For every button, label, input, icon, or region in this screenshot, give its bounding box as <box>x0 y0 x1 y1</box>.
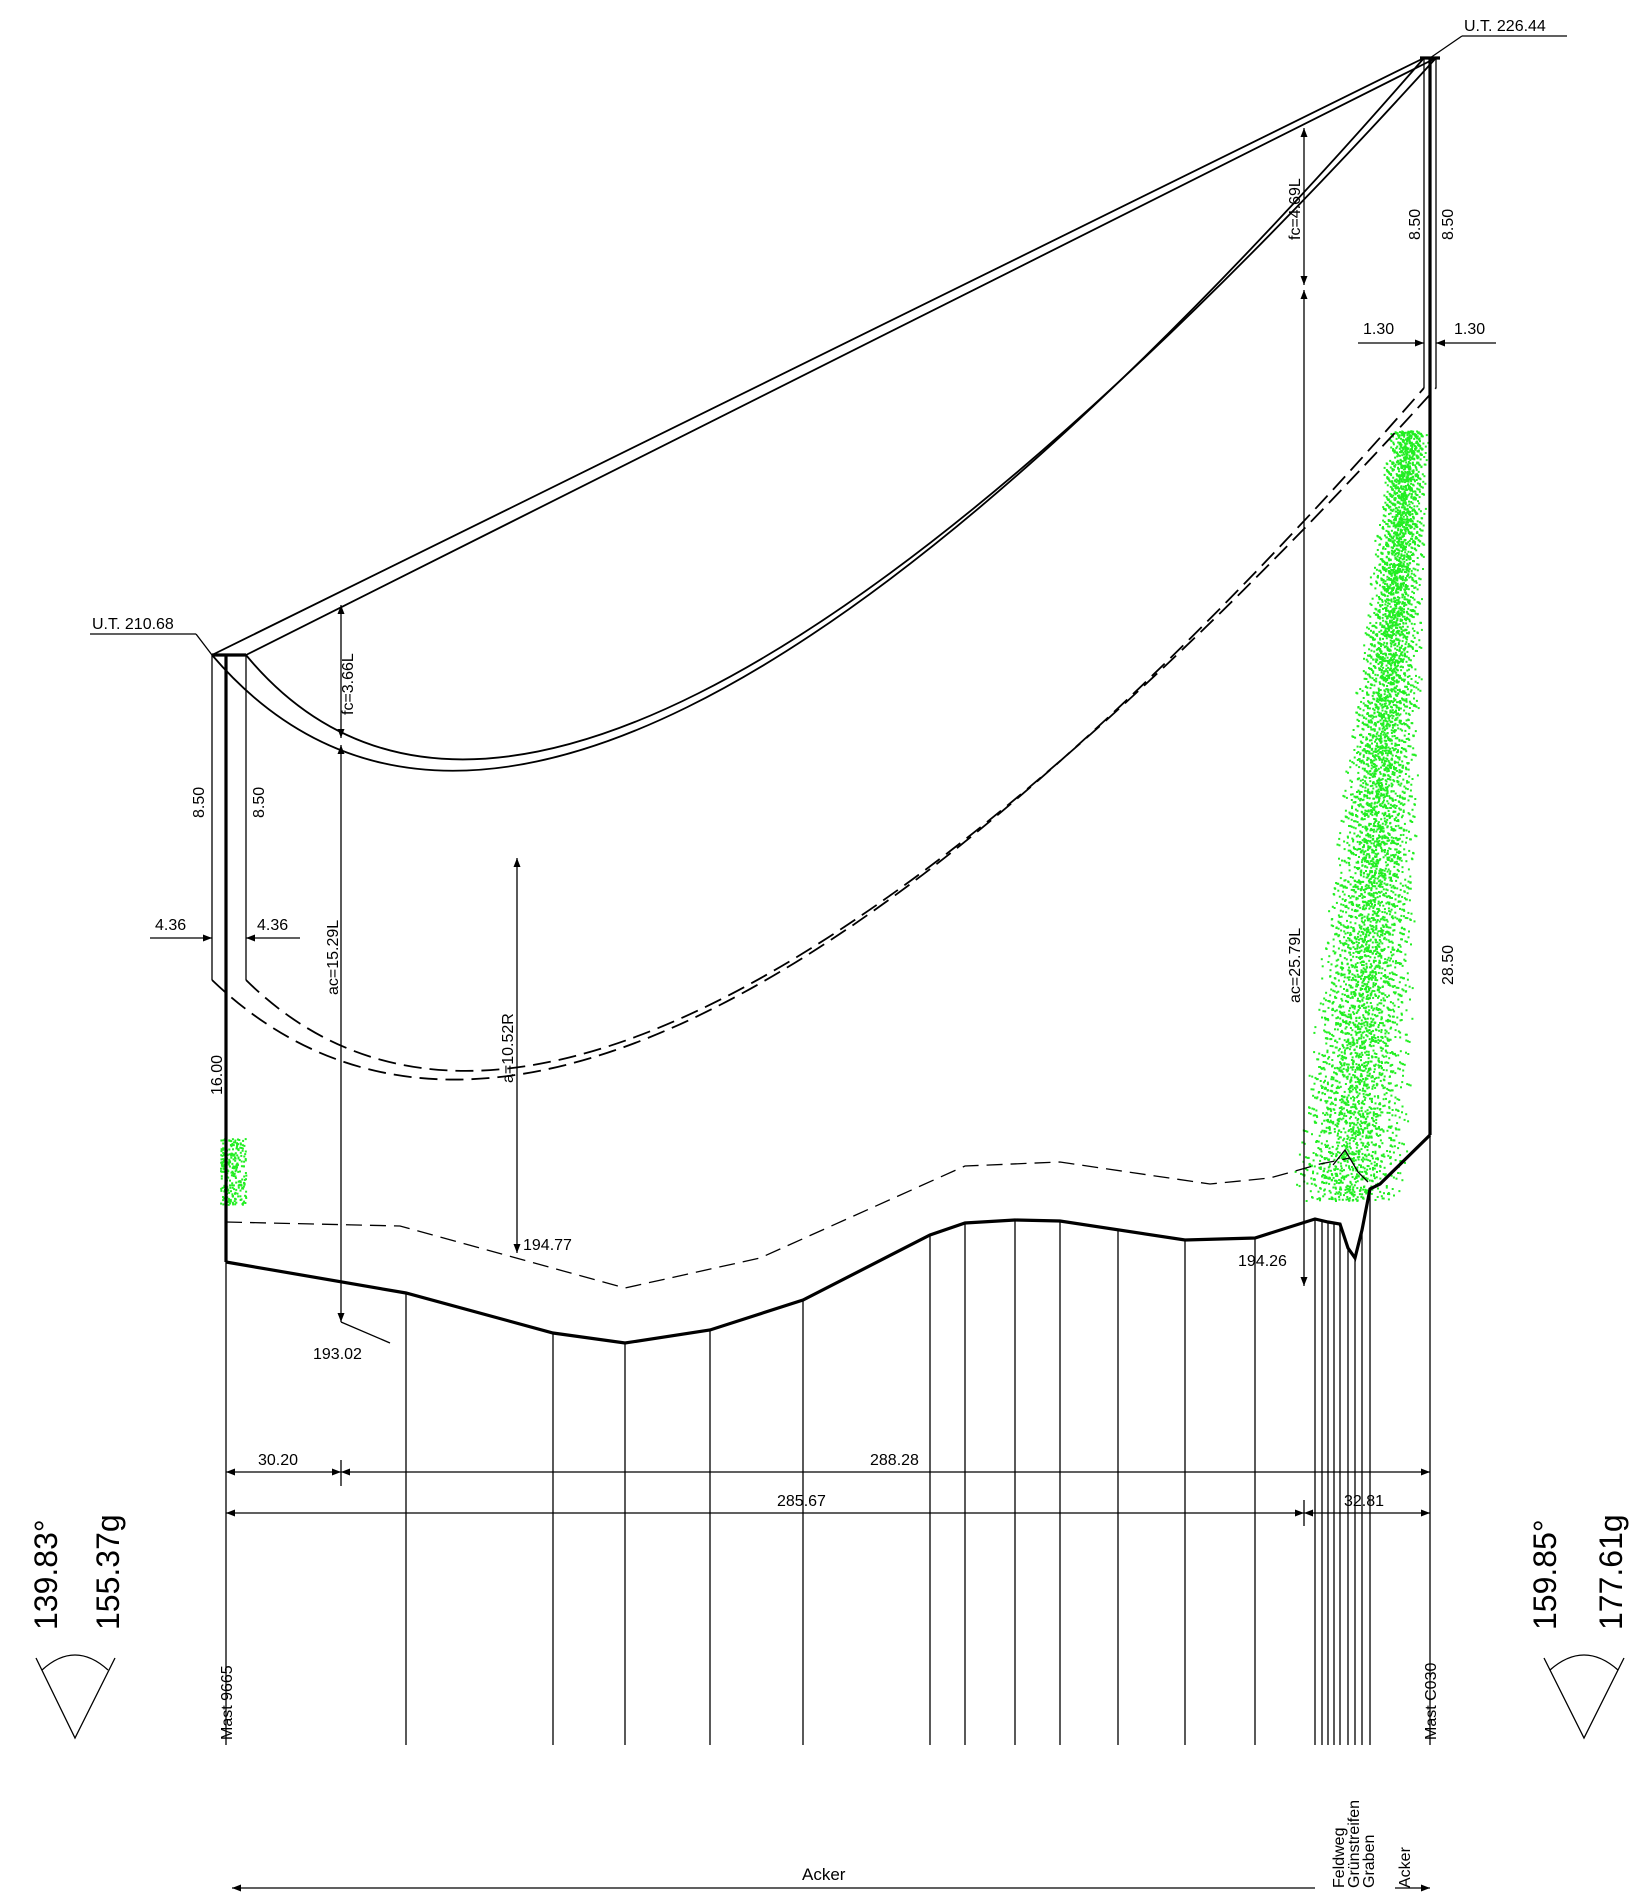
dim-text: a=10.52R <box>500 1013 517 1083</box>
land-use-feldweg: Feldweg <box>1331 1828 1348 1888</box>
dim-text: 1.30 <box>1454 321 1485 338</box>
dim-text: 1.30 <box>1363 321 1394 338</box>
sag-dimensions: fc=3.66L ac=15.29L a=10.52R fc=4.69L ac=… <box>325 128 1308 1322</box>
dim-text: 28.50 <box>1440 945 1457 985</box>
span-dimensions: 30.20 288.28 285.67 32.81 <box>226 1452 1430 1526</box>
dim-text: 285.67 <box>777 1493 826 1510</box>
conductor-lines <box>211 57 1437 1081</box>
right-mast <box>1420 56 1440 1745</box>
elevation-label-top-left: U.T. 210.68 <box>90 616 213 656</box>
elevation-text: 193.02 <box>313 1346 362 1363</box>
angle-gon: 177.61g <box>1593 1514 1629 1630</box>
land-use-acker-right: Acker <box>1397 1846 1414 1888</box>
angle-icon <box>1543 1657 1625 1740</box>
dim-text: 4.36 <box>257 917 288 934</box>
dim-text: 288.28 <box>870 1452 919 1469</box>
elevation-text: 194.26 <box>1238 1253 1287 1270</box>
right-angle: 159.85° 177.61g <box>1527 1514 1629 1740</box>
mast-label-left: Mast 9665 <box>219 1665 236 1740</box>
elevation-label-top-right: U.T. 226.44 <box>1429 18 1567 59</box>
elevation-text: U.T. 226.44 <box>1464 18 1546 35</box>
elevation-text: 194.77 <box>523 1237 572 1254</box>
angle-icon <box>35 1657 116 1740</box>
dim-text: 4.36 <box>155 917 186 934</box>
angle-degrees: 139.83° <box>28 1519 64 1630</box>
land-use-graben: Graben <box>1361 1835 1378 1888</box>
dim-text: fc=4.69L <box>1287 178 1304 240</box>
dim-text: 16.00 <box>209 1055 226 1095</box>
land-use-acker: Acker <box>802 1865 846 1884</box>
dim-text: 8.50 <box>191 787 208 818</box>
dim-text: ac=25.79L <box>1287 928 1304 1003</box>
dim-text: 32.81 <box>1344 1493 1384 1510</box>
left-dimensions: 8.50 8.50 4.36 4.36 16.00 <box>150 787 300 1095</box>
spot-elevations: 194.77 193.02 194.26 <box>313 1237 1287 1363</box>
left-angle: 139.83° 155.37g <box>28 1514 126 1740</box>
elevation-text: U.T. 210.68 <box>92 616 174 633</box>
dim-text: 8.50 <box>1440 209 1457 240</box>
land-use-gruenstreifen: Grünstreifen <box>1346 1800 1363 1888</box>
dim-text: ac=15.29L <box>325 920 342 995</box>
right-dimensions: 8.50 8.50 1.30 1.30 28.50 <box>1358 209 1496 985</box>
dim-text: 8.50 <box>1407 209 1424 240</box>
dim-text: fc=3.66L <box>340 653 357 715</box>
mast-label-right: Mast C030 <box>1423 1663 1440 1740</box>
terrain-verticals <box>405 1189 1371 1745</box>
dim-text: 30.20 <box>258 1452 298 1469</box>
land-use: Acker Feldweg Grünstreifen Graben Acker <box>232 1800 1430 1892</box>
left-mast <box>211 653 247 1745</box>
clearance-line <box>225 1157 1351 1289</box>
angle-degrees: 159.85° <box>1527 1519 1563 1630</box>
angle-gon: 155.37g <box>90 1514 126 1630</box>
dim-text: 8.50 <box>251 787 268 818</box>
vegetation-point-cloud <box>220 430 1430 1206</box>
ditch-detail <box>1332 1148 1369 1183</box>
